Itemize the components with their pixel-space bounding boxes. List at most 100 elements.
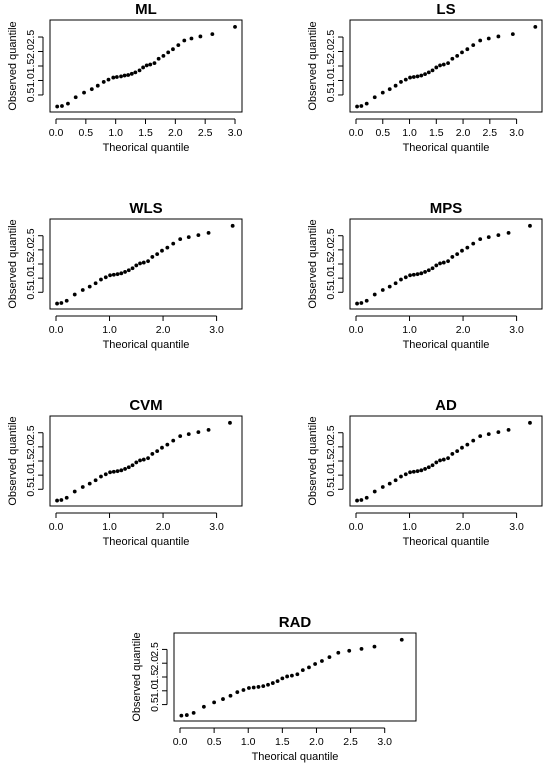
data-point — [478, 434, 483, 439]
y-tick-label: 1.0 — [149, 683, 161, 698]
data-point — [441, 457, 446, 462]
data-point — [171, 47, 175, 52]
data-point — [182, 38, 187, 43]
x-axis-label: Theorical quantile — [252, 751, 339, 763]
y-tick-label: 1.5 — [325, 454, 337, 469]
data-point — [387, 481, 392, 486]
data-point — [146, 259, 150, 264]
y-tick-label: 0.5 — [325, 285, 337, 300]
data-point — [393, 83, 398, 88]
x-tick-label: 1.0 — [402, 521, 417, 533]
data-point — [233, 24, 237, 29]
x-tick-label: 1.5 — [429, 127, 444, 139]
data-point — [441, 260, 446, 265]
x-tick-label: 1.0 — [241, 736, 256, 748]
data-point — [184, 713, 189, 717]
data-point — [101, 80, 106, 84]
x-tick-label: 0.0 — [173, 736, 188, 748]
data-point — [171, 241, 176, 246]
data-point — [66, 101, 70, 106]
data-point — [126, 268, 131, 273]
data-point — [471, 438, 476, 443]
data-point — [290, 673, 294, 678]
data-point — [275, 679, 280, 684]
chart-title: AD — [435, 397, 457, 414]
y-axis-label: Observed quantile — [307, 416, 319, 505]
data-point — [134, 263, 139, 268]
x-axis-label: Theorical quantile — [103, 339, 190, 351]
data-point — [141, 457, 146, 462]
x-tick-label: 0.5 — [207, 736, 222, 748]
data-point — [270, 681, 275, 685]
data-point — [111, 469, 116, 474]
y-tick-label: 2.0 — [325, 439, 337, 454]
data-point — [434, 65, 439, 70]
plot-frame — [349, 19, 543, 113]
data-point — [114, 75, 119, 79]
data-point — [106, 77, 111, 82]
data-point — [419, 73, 424, 78]
data-point — [111, 272, 116, 277]
x-tick-label: 3.0 — [509, 521, 524, 533]
data-point — [95, 83, 100, 88]
data-point — [411, 469, 416, 474]
data-point — [191, 710, 196, 715]
data-point — [460, 50, 464, 55]
data-point — [506, 230, 511, 235]
data-point — [415, 74, 420, 79]
data-point — [160, 248, 164, 253]
data-point — [161, 53, 166, 58]
y-tick-label: 0.5 — [25, 88, 37, 103]
y-tick-label: 2.0 — [149, 656, 161, 671]
y-axis-label: Observed quantile — [7, 21, 19, 110]
data-point — [87, 481, 92, 486]
data-point — [399, 80, 403, 84]
data-point — [359, 104, 364, 108]
y-tick-label: 1.5 — [25, 257, 37, 272]
data-point — [72, 489, 77, 494]
data-point — [419, 271, 424, 276]
data-point — [486, 36, 491, 41]
y-tick-label: 2.0 — [325, 242, 337, 257]
y-tick-label: 1.0 — [25, 468, 37, 483]
chart-title: MPS — [430, 200, 463, 217]
data-point — [148, 62, 153, 67]
data-point — [415, 272, 420, 277]
data-point — [372, 489, 377, 494]
x-tick-label: 0.0 — [49, 521, 64, 533]
y-tick-label: 1.0 — [325, 73, 337, 88]
data-point — [64, 495, 69, 500]
data-point — [178, 434, 183, 439]
data-point — [408, 273, 412, 278]
data-point — [171, 438, 176, 443]
y-axis-label: Observed quantile — [307, 219, 319, 308]
data-point — [146, 456, 150, 461]
x-tick-label: 1.0 — [108, 127, 123, 139]
data-point — [80, 485, 85, 489]
data-point — [426, 70, 431, 75]
x-tick-label: 0.0 — [49, 127, 64, 139]
y-axis-label: Observed quantile — [7, 219, 19, 308]
y-axis-label: Observed quantile — [307, 21, 319, 110]
data-point — [119, 271, 124, 276]
data-point — [455, 53, 460, 58]
y-tick-label: 1.5 — [325, 59, 337, 74]
data-point — [55, 498, 59, 503]
data-point — [212, 700, 217, 705]
x-axis-label: Theorical quantile — [103, 142, 190, 154]
x-tick-label: 3.0 — [228, 127, 243, 139]
data-point — [415, 469, 420, 474]
data-point — [446, 456, 450, 461]
data-point — [426, 268, 431, 273]
x-tick-label: 2.5 — [198, 127, 213, 139]
x-tick-label: 2.5 — [483, 127, 498, 139]
data-point — [355, 301, 359, 306]
data-point — [55, 104, 60, 109]
data-point — [89, 87, 94, 92]
data-point — [510, 32, 515, 37]
data-point — [528, 223, 532, 228]
data-point — [471, 241, 476, 246]
data-point — [72, 292, 77, 297]
y-tick-label: 0.5 — [149, 697, 161, 712]
